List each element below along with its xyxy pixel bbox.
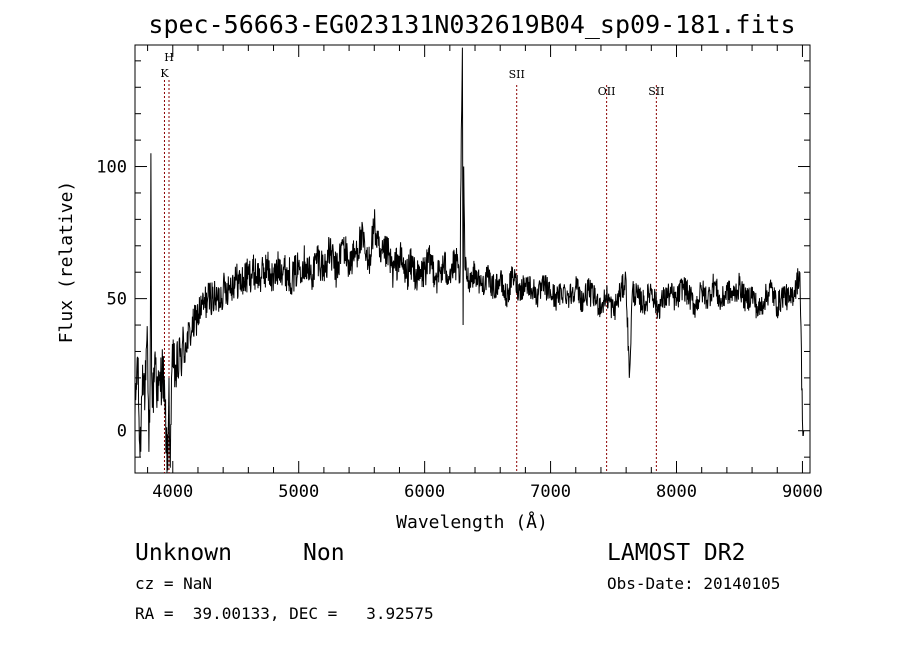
x-tick-label-3: 7000 xyxy=(530,482,571,502)
x-axis-label: Wavelength (Å) xyxy=(396,511,548,533)
spectrum-line xyxy=(134,47,805,474)
object-class: Unknown xyxy=(135,540,232,566)
y-tick-label-1: 50 xyxy=(107,290,127,310)
y-axis-label: Flux (relative) xyxy=(56,181,77,344)
x-tick-label-0: 4000 xyxy=(152,482,193,502)
axis-ticks xyxy=(135,45,810,473)
chart-title: spec-56663-EG023131N032619B04_sp09-181.f… xyxy=(148,10,795,39)
coordinates: RA = 39.00133, DEC = 3.92575 xyxy=(135,604,434,623)
plot-frame xyxy=(134,44,811,474)
object-subclass: Non xyxy=(303,540,345,566)
x-tick-label-5: 9000 xyxy=(782,482,823,502)
survey-name: LAMOST DR2 xyxy=(607,540,745,566)
spectrum-series xyxy=(134,47,805,474)
annotation-label-1: K xyxy=(160,67,169,80)
y-tick-label-0: 0 xyxy=(117,422,127,442)
axis-tick-labels: 4000 5000 6000 7000 8000 9000 0 50 100 xyxy=(96,158,823,502)
x-tick-label-2: 6000 xyxy=(404,482,445,502)
annotation-label-4: SII xyxy=(648,85,664,98)
x-tick-label-1: 5000 xyxy=(278,482,319,502)
annotation-label-0: H xyxy=(164,51,174,64)
y-tick-label-2: 100 xyxy=(96,158,127,178)
annotation-label-3: OII xyxy=(598,85,616,98)
observation-date: Obs-Date: 20140105 xyxy=(607,574,780,593)
line-annotations: HK SII OII SII xyxy=(160,51,664,473)
annotation-label-2: SII xyxy=(509,68,525,81)
redshift-value: cz = NaN xyxy=(135,574,212,593)
x-tick-label-4: 8000 xyxy=(656,482,697,502)
